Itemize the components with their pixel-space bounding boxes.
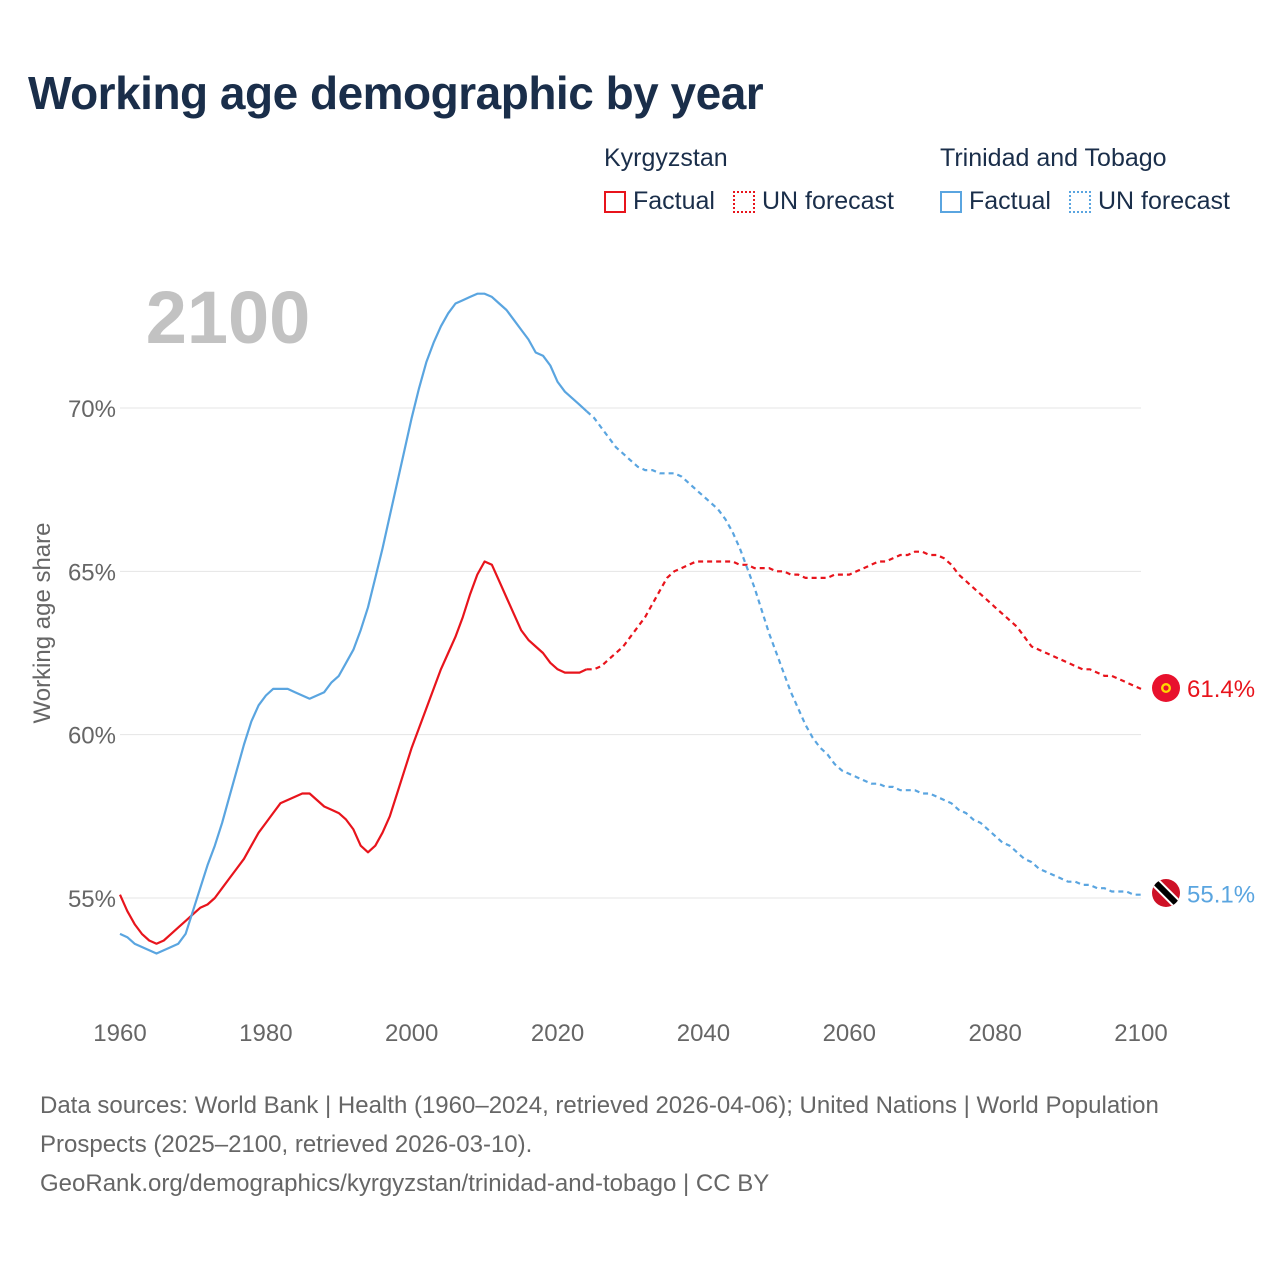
grid xyxy=(120,407,1141,899)
x-tick-label: 1980 xyxy=(239,1020,292,1047)
legend-kyrgyzstan: Kyrgyzstan Factual UN forecast xyxy=(604,144,912,216)
chart-title: Working age demographic by year xyxy=(28,67,764,119)
trinidad-and-tobago-factual-line[interactable] xyxy=(119,292,588,955)
legend-kyrgyzstan-forecast-label: UN forecast xyxy=(761,187,894,215)
legend-trinidad-forecast-label: UN forecast xyxy=(1097,187,1230,215)
legend-kyrgyzstan-factual[interactable]: Factual xyxy=(604,187,715,216)
y-tick-label: 60% xyxy=(68,723,116,750)
y-tick-label: 65% xyxy=(68,559,116,586)
trinidad-and-tobago-forecast-line[interactable] xyxy=(585,410,1141,896)
x-tick-label: 2080 xyxy=(968,1020,1021,1047)
legend-trinidad-forecast[interactable]: UN forecast xyxy=(1068,187,1230,216)
x-tick-label: 2100 xyxy=(1114,1020,1167,1047)
end-labels: 61.4% 55.1% xyxy=(1187,676,1255,909)
line-chart: 2100 55% 60% 65% 70% 1960 1980 2000 2020 2040 20… xyxy=(29,276,1255,1047)
kyrgyzstan-factual-line[interactable] xyxy=(118,560,588,945)
legend-dotted-swatch xyxy=(1068,190,1091,213)
x-tick-label: 2020 xyxy=(531,1020,584,1047)
legend-dotted-swatch xyxy=(732,190,755,213)
legend-solid-swatch xyxy=(940,190,962,213)
legend-kyrgyzstan-name: Kyrgyzstan xyxy=(604,144,728,172)
kyrgyzstan-flag-icon xyxy=(1152,674,1180,702)
legend-kyrgyzstan-forecast[interactable]: UN forecast xyxy=(732,187,894,216)
x-tick-label: 2060 xyxy=(823,1020,876,1047)
x-axis: 1960 1980 2000 2020 2040 2060 2080 2100 xyxy=(93,1020,1167,1047)
y-axis: 55% 60% 65% 70% xyxy=(68,396,116,913)
series-layer xyxy=(118,292,1142,955)
legend-trinidad-name: Trinidad and Tobago xyxy=(940,144,1167,172)
legend-trinidad-and-tobago: Trinidad and Tobago Factual UN forecast xyxy=(940,144,1248,216)
data-sources: Data sources: World Bank | Health (1960–… xyxy=(40,1092,1159,1158)
legend-trinidad-factual-label: Factual xyxy=(969,187,1051,215)
x-tick-label: 2000 xyxy=(385,1020,438,1047)
kyrgyzstan-end-value: 61.4% xyxy=(1187,676,1255,703)
y-tick-label: 70% xyxy=(68,396,116,423)
legend-solid-swatch xyxy=(604,190,626,213)
trinidad-flag-icon xyxy=(1152,879,1180,907)
trinidad-and-tobago-end-value: 55.1% xyxy=(1187,882,1255,909)
x-tick-label: 2040 xyxy=(677,1020,730,1047)
legend-trinidad-factual[interactable]: Factual xyxy=(940,187,1051,216)
legend-kyrgyzstan-factual-label: Factual xyxy=(633,187,715,215)
source-url[interactable]: GeoRank.org/demographics/kyrgyzstan/trin… xyxy=(40,1170,770,1197)
year-watermark: 2100 xyxy=(146,276,311,359)
kyrgyzstan-forecast-line[interactable] xyxy=(586,550,1142,690)
y-axis-label: Working age share xyxy=(29,523,56,724)
x-tick-label: 1960 xyxy=(93,1020,146,1047)
footer: Data sources: World Bank | Health (1960–… xyxy=(40,1086,1240,1203)
y-tick-label: 55% xyxy=(68,886,116,913)
